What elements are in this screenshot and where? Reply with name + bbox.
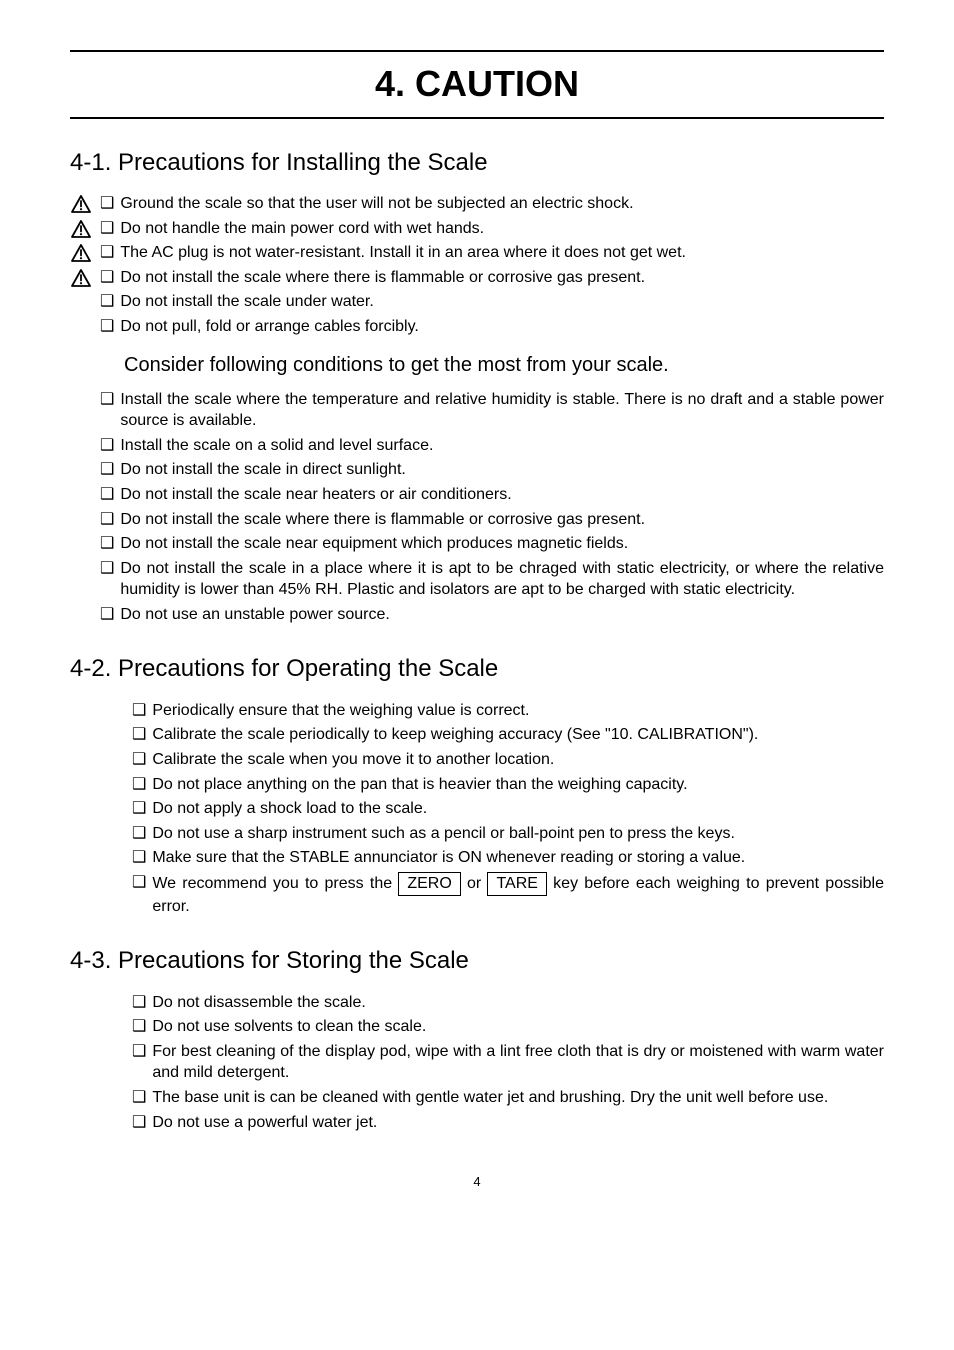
list-item-text: The base unit is can be cleaned with gen… bbox=[152, 1087, 884, 1109]
warning-icon bbox=[70, 242, 92, 262]
list-item-text: Calibrate the scale when you move it to … bbox=[152, 749, 884, 771]
list-item: ❑Calibrate the scale when you move it to… bbox=[124, 749, 884, 771]
list-item: ❑Do not use a sharp instrument such as a… bbox=[124, 823, 884, 845]
bullet-marker: ❑ bbox=[92, 193, 120, 215]
bullet-marker: ❑ bbox=[124, 1087, 152, 1109]
bullet-marker: ❑ bbox=[92, 316, 120, 338]
bullet-marker: ❑ bbox=[124, 1112, 152, 1134]
list-item-text: Do not place anything on the pan that is… bbox=[152, 774, 884, 796]
chapter-title: 4. CAUTION bbox=[70, 50, 884, 119]
list-item-text: Do not disassemble the scale. bbox=[152, 992, 884, 1014]
list-item: ❑Do not install the scale under water. bbox=[70, 291, 884, 313]
bullet-marker: ❑ bbox=[92, 242, 120, 264]
list-item: ❑Do not pull, fold or arrange cables for… bbox=[70, 316, 884, 338]
list-item-text: Install the scale on a solid and level s… bbox=[120, 435, 884, 457]
list-item-text: Do not use a sharp instrument such as a … bbox=[152, 823, 884, 845]
bullet-marker: ❑ bbox=[92, 484, 120, 506]
bullet-marker: ❑ bbox=[92, 389, 120, 411]
list-item-text: Do not use an unstable power source. bbox=[120, 604, 884, 626]
bullet-marker: ❑ bbox=[124, 724, 152, 746]
bullet-marker: ❑ bbox=[124, 992, 152, 1014]
list-item-text: Periodically ensure that the weighing va… bbox=[152, 700, 884, 722]
list-item-text: Do not install the scale in direct sunli… bbox=[120, 459, 884, 481]
list-item-text: Do not pull, fold or arrange cables forc… bbox=[120, 316, 884, 338]
bullet-marker: ❑ bbox=[92, 533, 120, 555]
list-item-text: Calibrate the scale periodically to keep… bbox=[152, 724, 884, 746]
bullet-marker: ❑ bbox=[92, 604, 120, 626]
list-item: ❑Ground the scale so that the user will … bbox=[70, 193, 884, 215]
list-item-text: Do not use a powerful water jet. bbox=[152, 1112, 884, 1134]
list-item: ❑Do not apply a shock load to the scale. bbox=[124, 798, 884, 820]
bullet-marker: ❑ bbox=[92, 558, 120, 580]
list-item-text: Do not install the scale in a place wher… bbox=[120, 558, 884, 601]
bullet-marker: ❑ bbox=[124, 847, 152, 869]
list-item: ❑Install the scale where the temperature… bbox=[70, 389, 884, 432]
list-item: ❑We recommend you to press the ZERO or T… bbox=[124, 872, 884, 917]
list-item: ❑Do not handle the main power cord with … bbox=[70, 218, 884, 240]
list-item-text: Do not use solvents to clean the scale. bbox=[152, 1016, 884, 1038]
bullet-marker: ❑ bbox=[124, 872, 152, 894]
list-item: ❑Calibrate the scale periodically to kee… bbox=[124, 724, 884, 746]
list-item-text: Do not handle the main power cord with w… bbox=[120, 218, 884, 240]
list-item-text: Do not install the scale near heaters or… bbox=[120, 484, 884, 506]
list-item-text: Do not install the scale where there is … bbox=[120, 267, 884, 289]
list-item: ❑Do not use solvents to clean the scale. bbox=[124, 1016, 884, 1038]
section-subheading: Consider following conditions to get the… bbox=[124, 352, 884, 379]
list-item-text: Do not install the scale where there is … bbox=[120, 509, 884, 531]
bullet-marker: ❑ bbox=[92, 291, 120, 313]
list-item: ❑Install the scale on a solid and level … bbox=[70, 435, 884, 457]
list-item: ❑Do not install the scale where there is… bbox=[70, 509, 884, 531]
list-item: ❑Do not install the scale in direct sunl… bbox=[70, 459, 884, 481]
warning-icon bbox=[70, 218, 92, 238]
bullet-marker: ❑ bbox=[124, 823, 152, 845]
list-item: ❑Do not place anything on the pan that i… bbox=[124, 774, 884, 796]
list-item-text: Do not apply a shock load to the scale. bbox=[152, 798, 884, 820]
bullet-marker: ❑ bbox=[92, 509, 120, 531]
list-item-text: Make sure that the STABLE annunciator is… bbox=[152, 847, 884, 869]
bullet-marker: ❑ bbox=[124, 774, 152, 796]
list-item: ❑For best cleaning of the display pod, w… bbox=[124, 1041, 884, 1084]
list-item: ❑Do not install the scale in a place whe… bbox=[70, 558, 884, 601]
list-item-text: Ground the scale so that the user will n… bbox=[120, 193, 884, 215]
bullet-marker: ❑ bbox=[92, 267, 120, 289]
section-title: 4-1. Precautions for Installing the Scal… bbox=[70, 147, 884, 179]
list-item: ❑Do not install the scale where there is… bbox=[70, 267, 884, 289]
bullet-marker: ❑ bbox=[124, 1016, 152, 1038]
zero-key: ZERO bbox=[398, 872, 460, 896]
list-item: ❑The base unit is can be cleaned with ge… bbox=[124, 1087, 884, 1109]
list-item: ❑Do not disassemble the scale. bbox=[124, 992, 884, 1014]
list-item: ❑Do not use a powerful water jet. bbox=[124, 1112, 884, 1134]
tare-key: TARE bbox=[487, 872, 546, 896]
bullet-marker: ❑ bbox=[92, 435, 120, 457]
section-title: 4-2. Precautions for Operating the Scale bbox=[70, 653, 884, 685]
bullet-marker: ❑ bbox=[124, 749, 152, 771]
list-item-text: Do not install the scale near equipment … bbox=[120, 533, 884, 555]
list-item-text: Install the scale where the temperature … bbox=[120, 389, 884, 432]
list-item: ❑The AC plug is not water-resistant. Ins… bbox=[70, 242, 884, 264]
bullet-marker: ❑ bbox=[124, 798, 152, 820]
bullet-marker: ❑ bbox=[124, 1041, 152, 1063]
list-item: ❑Make sure that the STABLE annunciator i… bbox=[124, 847, 884, 869]
bullet-marker: ❑ bbox=[124, 700, 152, 722]
section-title: 4-3. Precautions for Storing the Scale bbox=[70, 945, 884, 977]
list-item: ❑Do not install the scale near heaters o… bbox=[70, 484, 884, 506]
bullet-marker: ❑ bbox=[92, 218, 120, 240]
list-item: ❑Do not install the scale near equipment… bbox=[70, 533, 884, 555]
list-item-text: We recommend you to press the ZERO or TA… bbox=[152, 872, 884, 917]
list-item: ❑Do not use an unstable power source. bbox=[70, 604, 884, 626]
list-item: ❑Periodically ensure that the weighing v… bbox=[124, 700, 884, 722]
warning-icon bbox=[70, 267, 92, 287]
warning-icon bbox=[70, 193, 92, 213]
page-number: 4 bbox=[70, 1173, 884, 1191]
list-item-text: Do not install the scale under water. bbox=[120, 291, 884, 313]
list-item-text: For best cleaning of the display pod, wi… bbox=[152, 1041, 884, 1084]
bullet-marker: ❑ bbox=[92, 459, 120, 481]
list-item-text: The AC plug is not water-resistant. Inst… bbox=[120, 242, 884, 264]
